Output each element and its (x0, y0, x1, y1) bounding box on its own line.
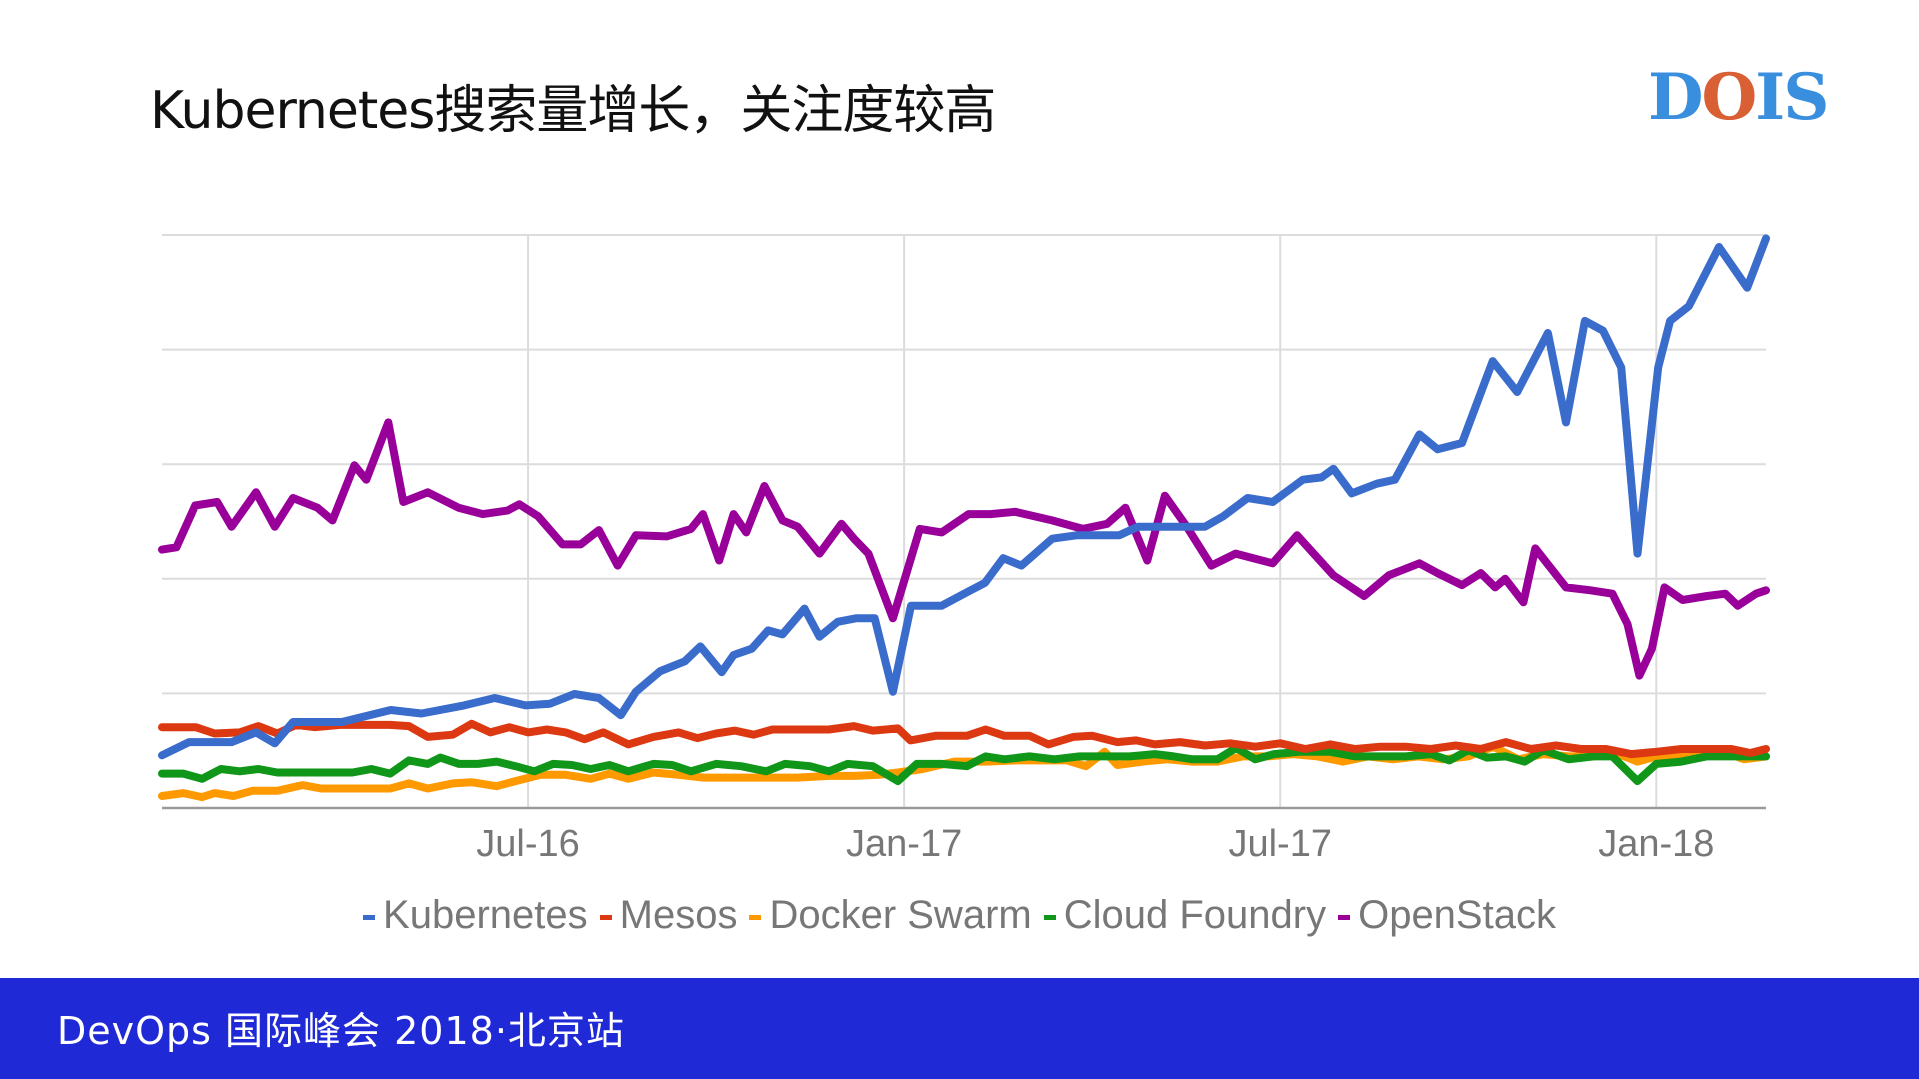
legend-item-docker-swarm[interactable]: Docker Swarm (749, 893, 1032, 938)
legend-item-cloud-foundry[interactable]: Cloud Foundry (1043, 893, 1327, 938)
legend-label: OpenStack (1358, 893, 1556, 937)
x-tick-label: Jul-17 (1228, 823, 1332, 865)
series-line-mesos (158, 719, 1770, 759)
legend-label: Kubernetes (383, 893, 588, 937)
legend-swatch-icon (1338, 914, 1351, 920)
logo-letters-is: IS (1755, 60, 1829, 135)
logo-letter-d: D (1648, 60, 1703, 135)
legend-item-kubernetes[interactable]: Kubernetes (363, 893, 588, 938)
legend-item-openstack[interactable]: OpenStack (1338, 893, 1556, 938)
footer-banner: DevOps 国际峰会 2018·北京站 (0, 978, 1919, 1079)
legend-swatch-icon (363, 914, 376, 920)
x-tick-label: Jan-18 (1598, 823, 1715, 865)
legend-label: Docker Swarm (769, 893, 1032, 937)
legend-swatch-icon (749, 914, 762, 920)
slide-title: Kubernetes搜索量增长，关注度较高 (150, 81, 996, 141)
legend-label: Cloud Foundry (1063, 893, 1327, 937)
legend-item-mesos[interactable]: Mesos (599, 893, 738, 938)
series-line-kubernetes (158, 234, 1770, 760)
series-line-openstack (158, 418, 1770, 680)
legend-swatch-icon (1043, 914, 1056, 920)
x-tick-label: Jan-17 (846, 823, 963, 865)
footer-text: DevOps 国际峰会 2018·北京站 (57, 1009, 625, 1053)
logo-letter-o: O (1701, 60, 1758, 135)
series-line-docker-swarm (158, 742, 1770, 802)
chart-legend: Kubernetes Mesos Docker Swarm Cloud Foundry… (0, 893, 1919, 938)
dois-logo: DOIS (1648, 60, 1829, 135)
legend-label: Mesos (619, 893, 738, 937)
line-chart (158, 234, 1770, 810)
series-line-cloud-foundry (158, 743, 1770, 786)
legend-swatch-icon (599, 914, 612, 920)
x-tick-label: Jul-16 (476, 823, 580, 865)
